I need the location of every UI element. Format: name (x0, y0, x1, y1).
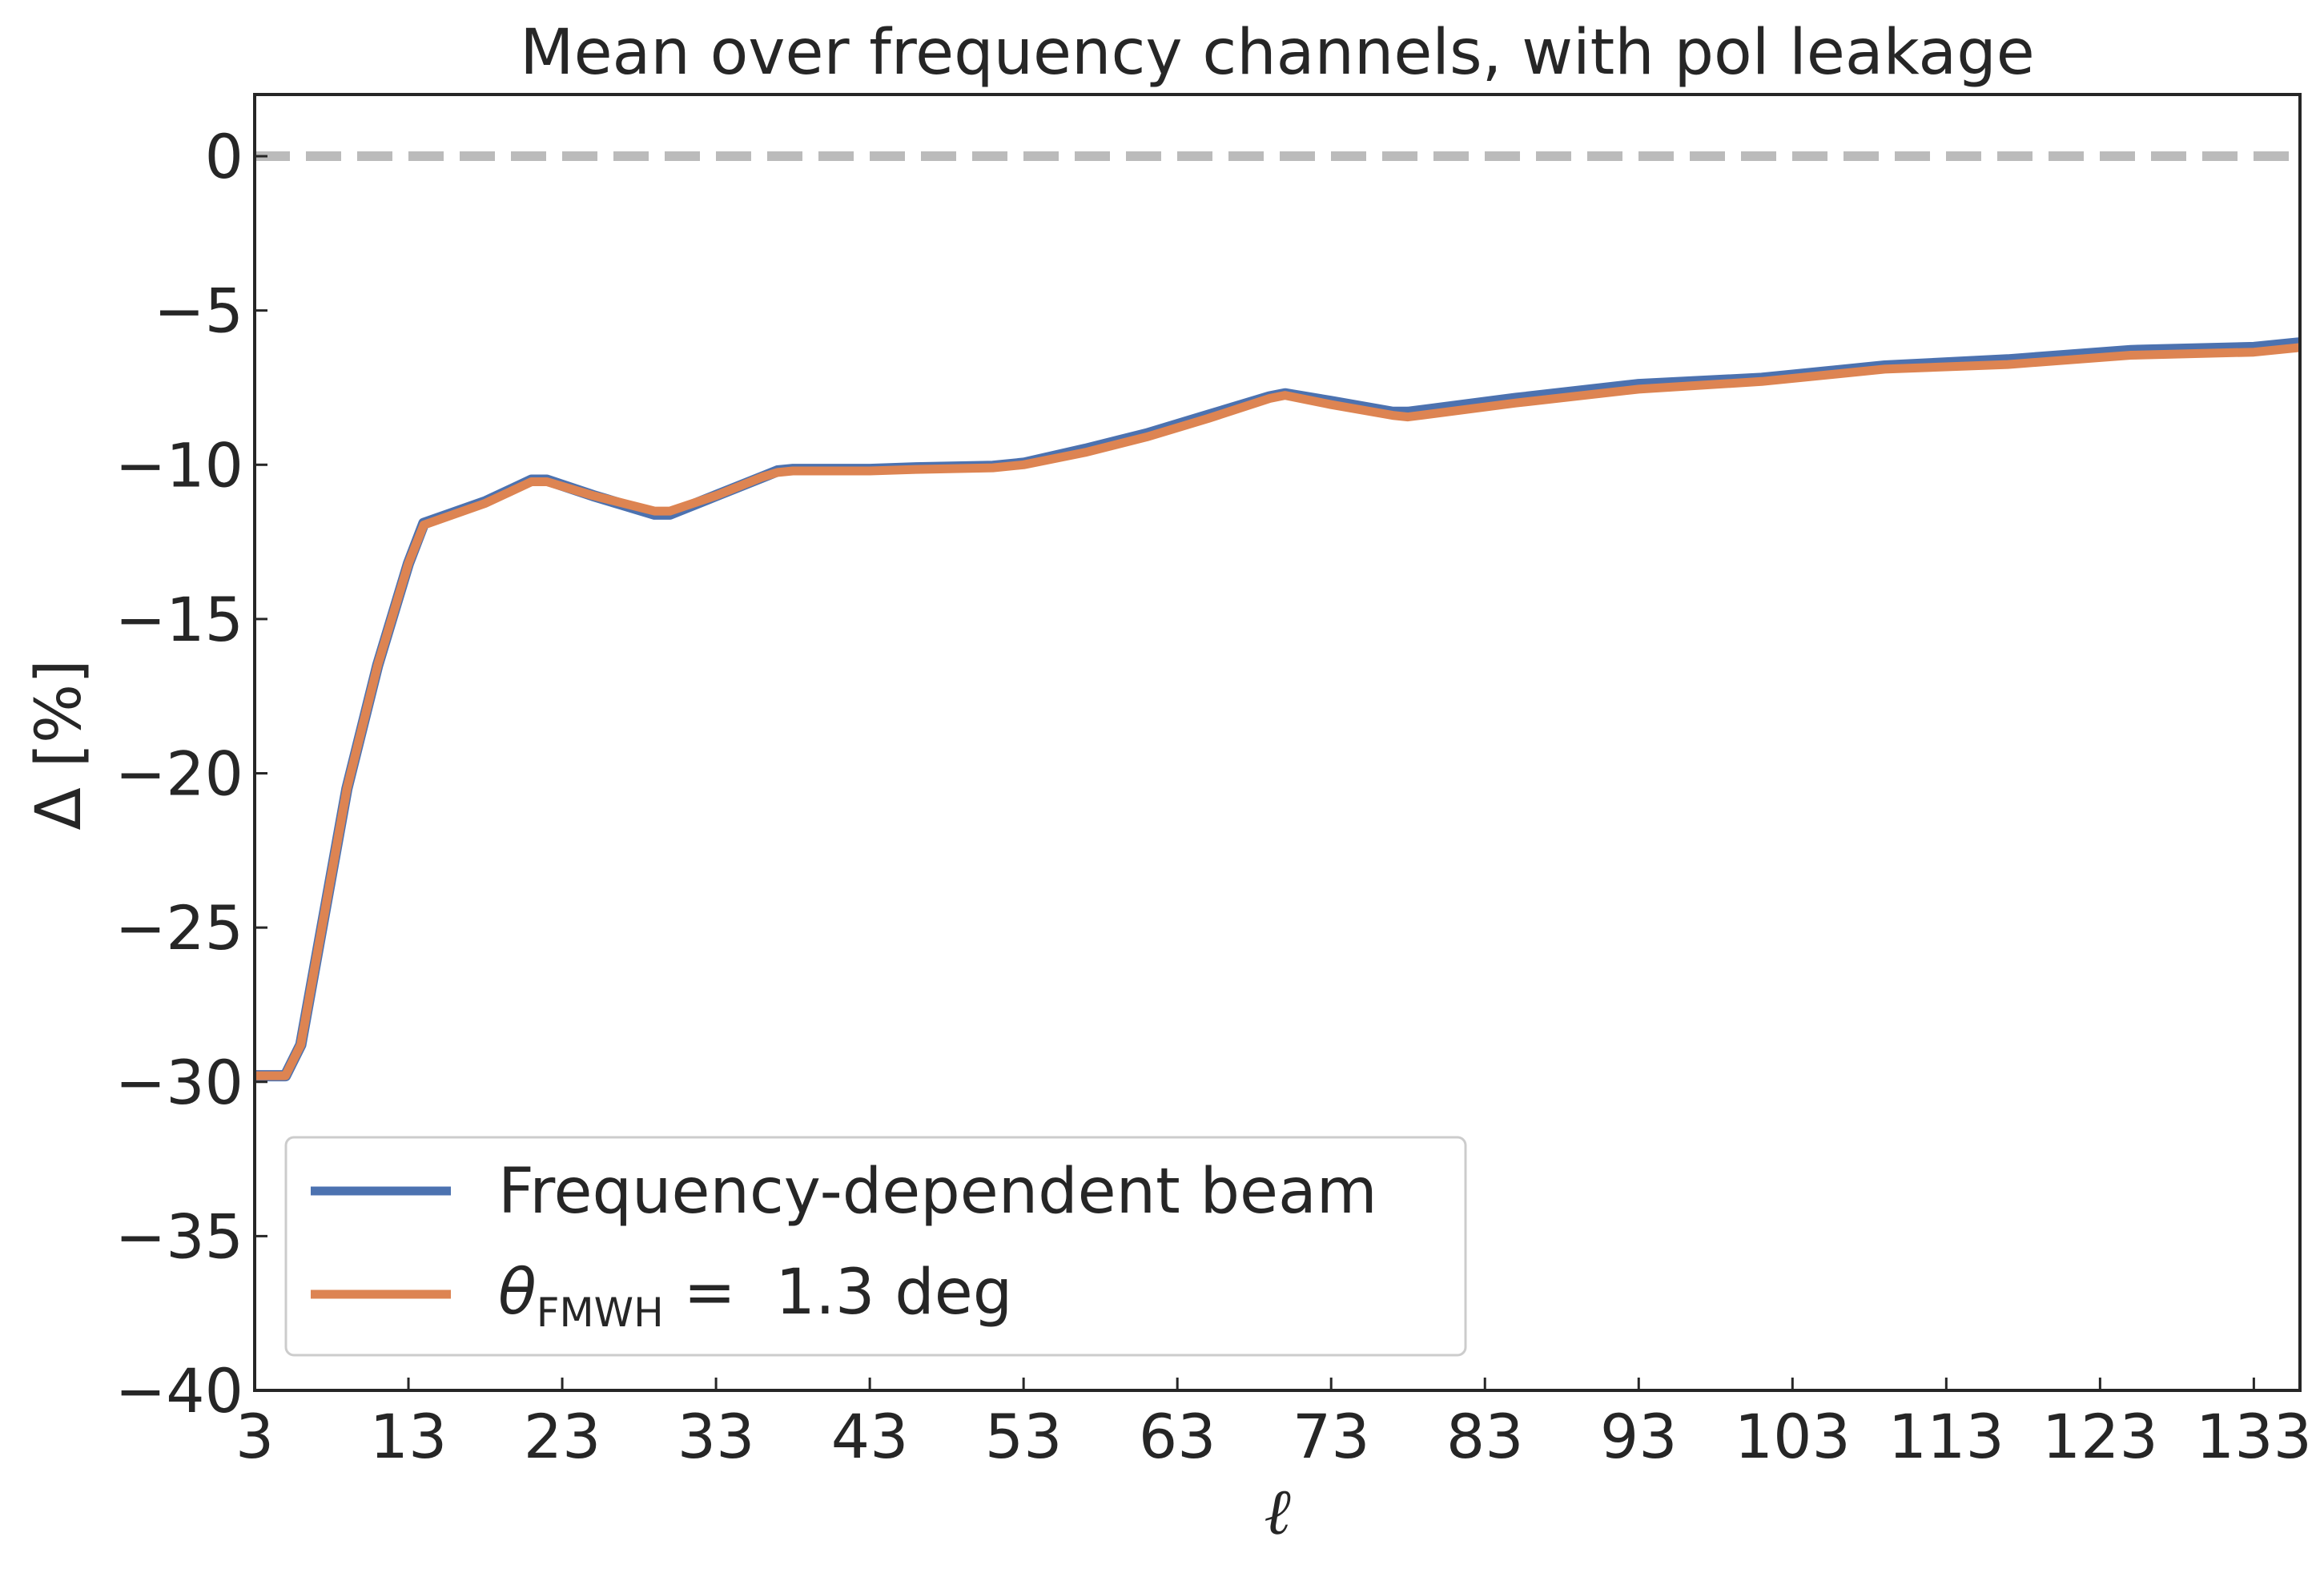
y-tick-label: −35 (115, 1201, 243, 1272)
x-tick-label: 53 (985, 1401, 1063, 1472)
x-tick-label: 93 (1600, 1401, 1678, 1472)
x-tick-label: 3 (235, 1401, 274, 1472)
y-tick-label: −5 (154, 276, 243, 347)
y-tick-label: −30 (115, 1047, 243, 1118)
series-line-2 (255, 343, 2301, 1080)
y-tick-label: 0 (205, 121, 243, 192)
y-tick-label: −40 (115, 1355, 243, 1426)
series-group (255, 337, 2301, 1082)
plot-area (253, 93, 2302, 1392)
legend-label-series-2: θFMWH = 1.3 deg (498, 1257, 1012, 1336)
series-line-1 (255, 337, 2301, 1082)
legend-box (284, 1136, 1467, 1357)
x-tick-label: 43 (831, 1401, 909, 1472)
x-tick-label: 23 (524, 1401, 601, 1472)
legend: Frequency-dependent beam θFMWH = 1.3 deg (284, 1136, 1467, 1357)
plot-frame (253, 93, 2302, 1392)
x-tick-label: 113 (1888, 1401, 2004, 1472)
x-tick-label: 123 (2042, 1401, 2158, 1472)
legend-label-series-1: Frequency-dependent beam (498, 1156, 1377, 1228)
y-tick-label: −10 (115, 429, 243, 501)
x-tick-label: 133 (2196, 1401, 2312, 1472)
y-axis: 0 −5 −10 −15 −20 −25 −30 −35 −40 (115, 121, 267, 1426)
y-axis-label: Δ [%] (23, 659, 95, 830)
x-tick-label: 83 (1446, 1401, 1524, 1472)
chart-title: Mean over frequency channels, with pol l… (520, 17, 2034, 89)
x-axis: 3 13 23 33 43 53 63 73 83 93 103 113 123 133 (235, 1378, 2312, 1472)
x-tick-label: 103 (1735, 1401, 1851, 1472)
y-tick-label: −25 (115, 892, 243, 964)
x-tick-label: 73 (1293, 1401, 1370, 1472)
x-tick-label: 63 (1139, 1401, 1216, 1472)
y-tick-label: −15 (115, 584, 243, 655)
x-tick-label: 13 (370, 1401, 448, 1472)
y-tick-label: −20 (115, 738, 243, 810)
x-axis-label: ℓ (1264, 1474, 1290, 1549)
x-tick-label: 33 (677, 1401, 755, 1472)
